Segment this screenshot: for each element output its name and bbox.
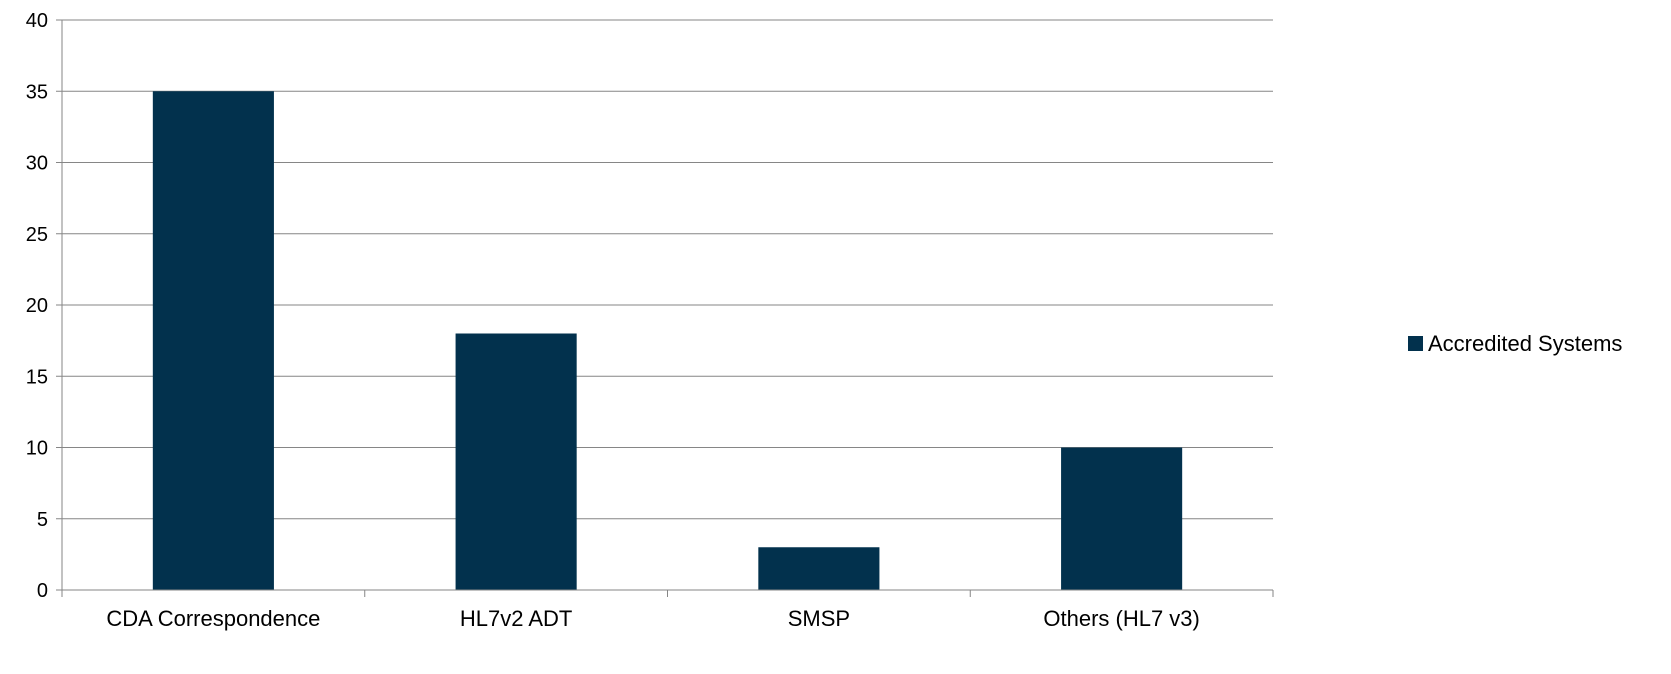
x-tick-label: SMSP bbox=[788, 606, 850, 631]
y-tick-label: 10 bbox=[26, 438, 48, 460]
y-tick-label: 40 bbox=[26, 10, 48, 32]
bar bbox=[455, 333, 577, 590]
bar bbox=[758, 547, 880, 590]
y-tick-label: 35 bbox=[26, 81, 48, 103]
legend-swatch bbox=[1408, 336, 1423, 351]
x-axis-tick-labels: CDA Correspondence HL7v2 ADT SMSP Others (H… bbox=[106, 606, 1200, 631]
y-tick-label: 15 bbox=[26, 366, 48, 388]
y-axis-tick-labels: 0 5 10 15 20 25 30 35 40 bbox=[26, 10, 48, 602]
bar bbox=[152, 91, 274, 590]
y-tick-label: 25 bbox=[26, 224, 48, 246]
axes bbox=[56, 20, 1274, 597]
y-tick-label: 5 bbox=[37, 509, 48, 531]
y-tick-label: 0 bbox=[37, 580, 48, 602]
legend-label: Accredited Systems bbox=[1428, 331, 1622, 356]
x-tick-label: HL7v2 ADT bbox=[460, 606, 573, 631]
y-tick-label: 30 bbox=[26, 153, 48, 175]
legend: Accredited Systems bbox=[1408, 331, 1622, 356]
bar bbox=[1061, 447, 1183, 590]
y-tick-label: 20 bbox=[26, 295, 48, 317]
x-tick-label: CDA Correspondence bbox=[106, 606, 320, 631]
x-tick-label: Others (HL7 v3) bbox=[1043, 606, 1200, 631]
bars bbox=[152, 91, 1183, 590]
